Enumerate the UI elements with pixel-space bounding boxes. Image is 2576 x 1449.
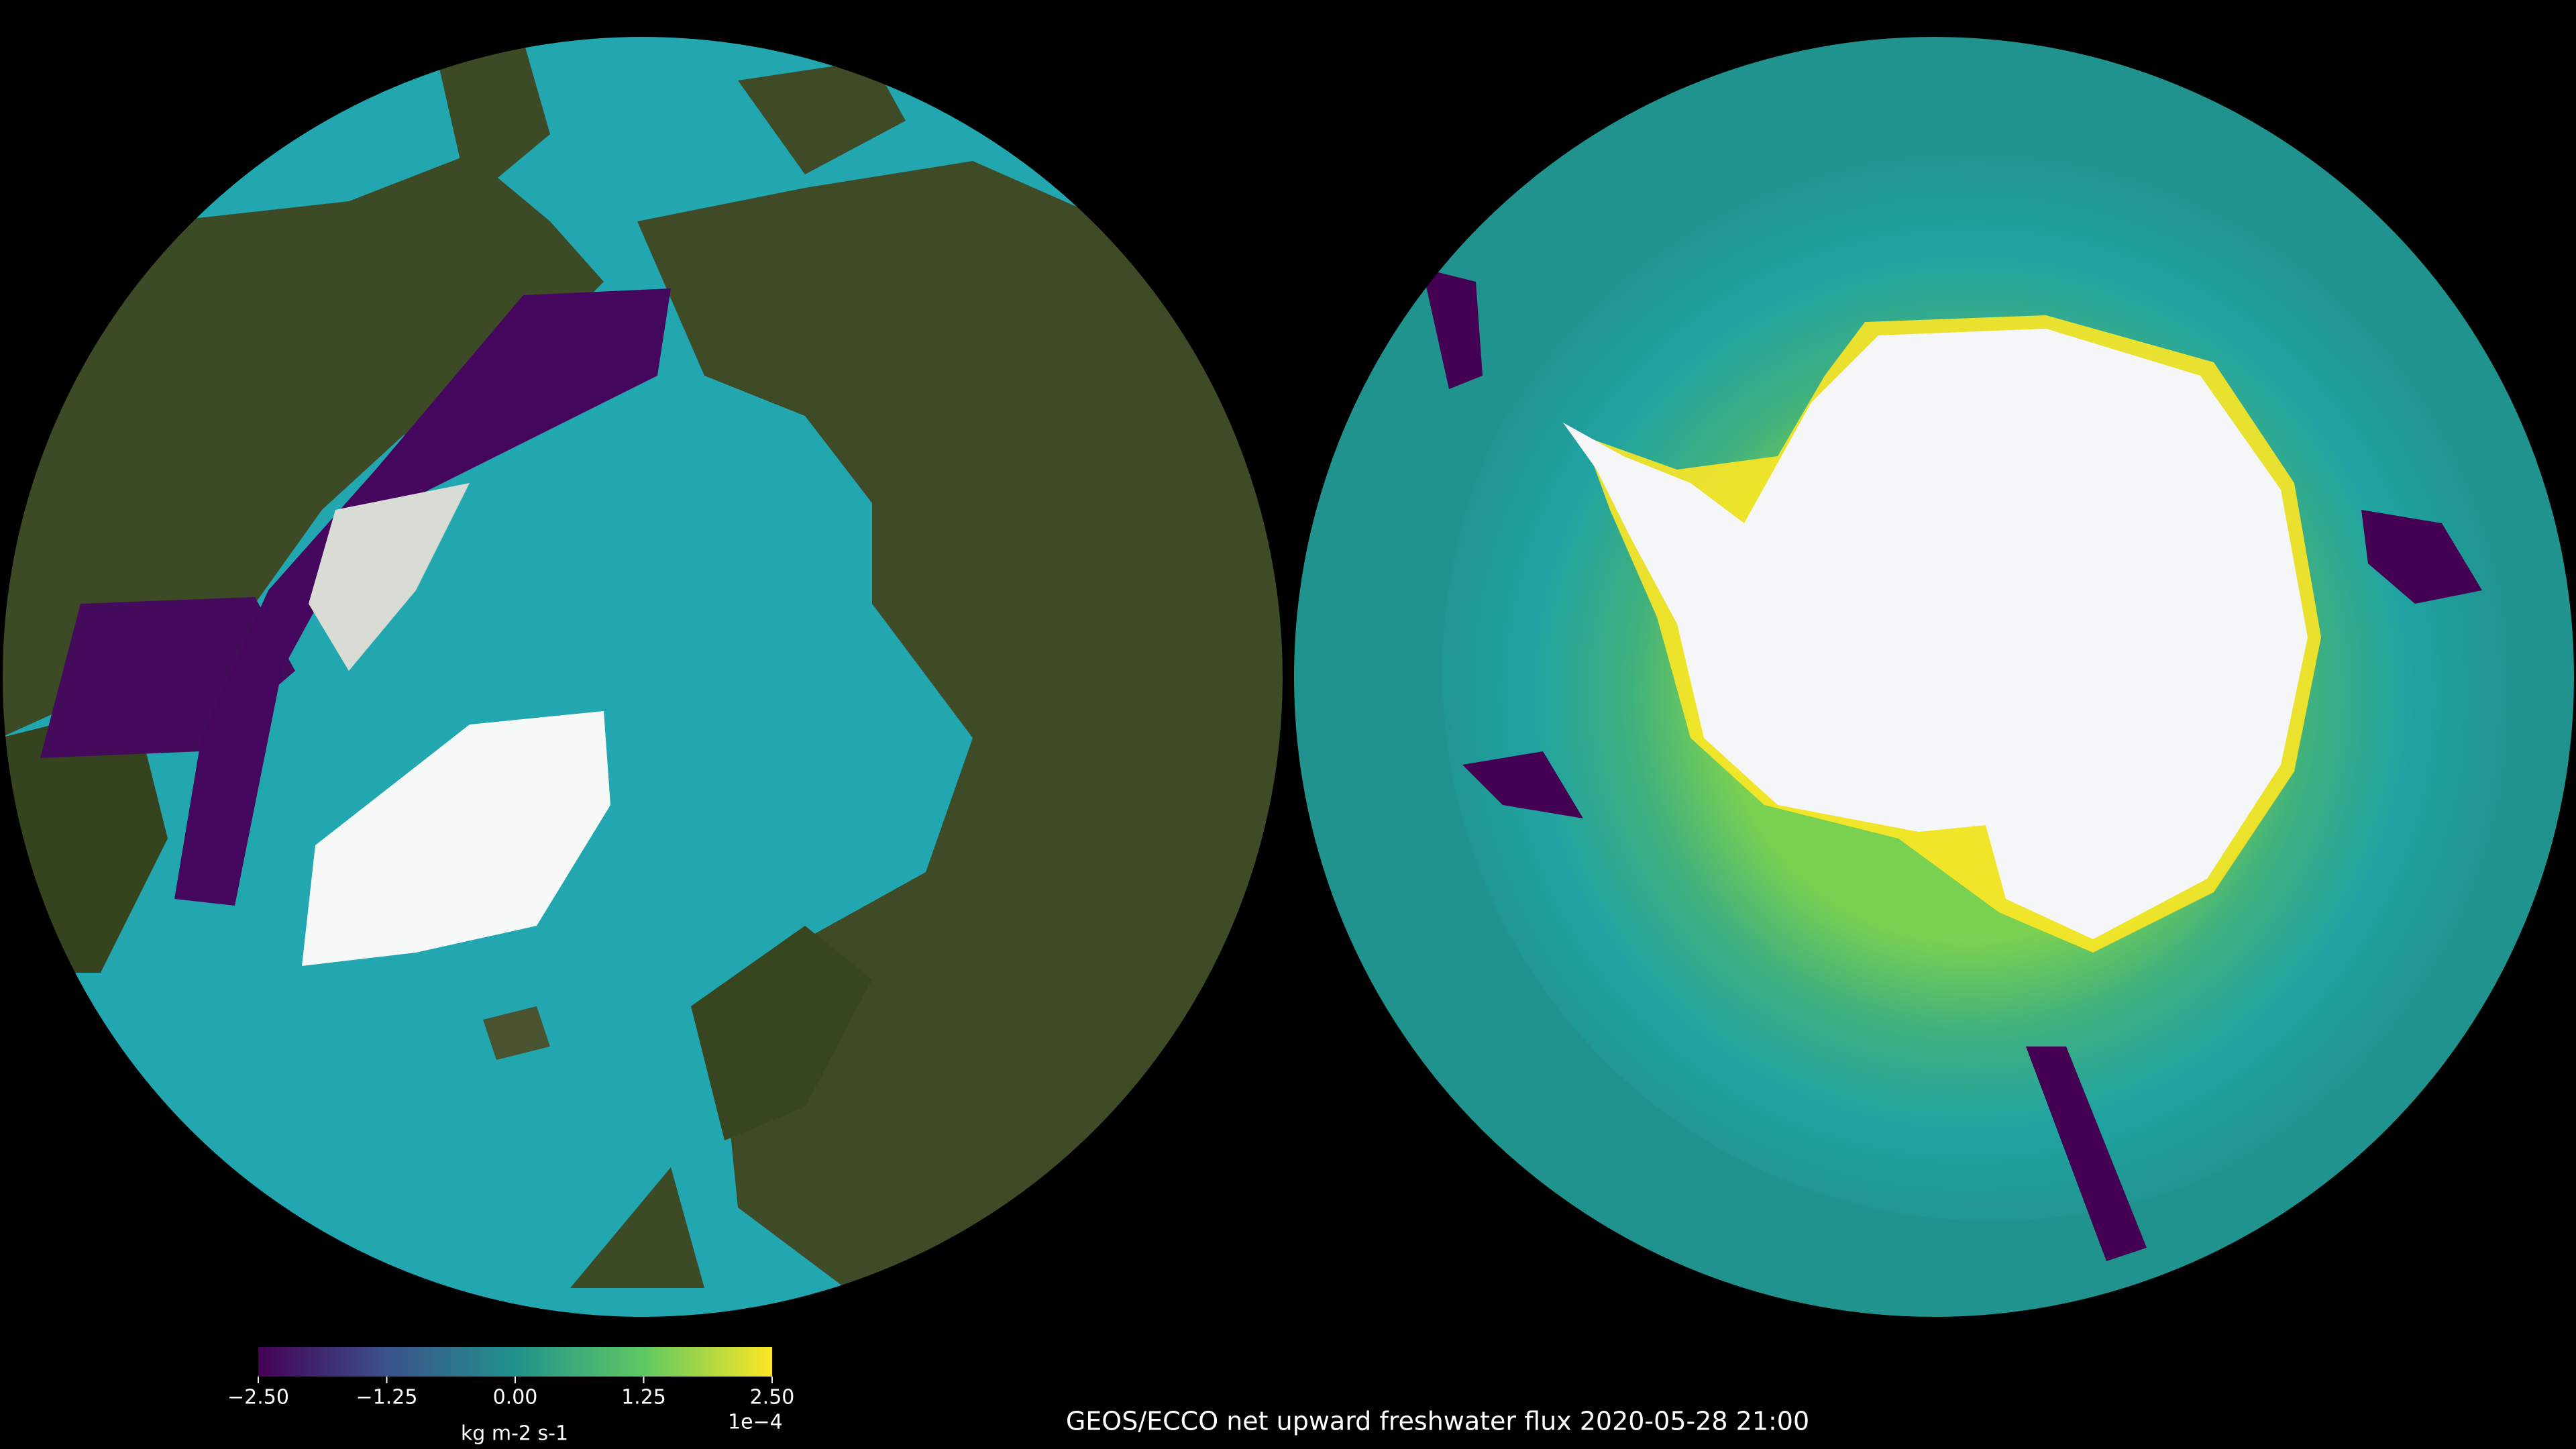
colorbar-gradient (258, 1347, 772, 1377)
south-polar-map (1293, 36, 2575, 1318)
south-map-border (1293, 36, 2575, 1318)
figure-title: GEOS/ECCO net upward freshwater flux 202… (1066, 1407, 1809, 1436)
colorbar-tick-label: 2.50 (750, 1386, 795, 1409)
colorbar-tick-label: −1.25 (356, 1386, 418, 1409)
colorbar-tick-label: −2.50 (227, 1386, 289, 1409)
colorbar-tick-label: 1.25 (621, 1386, 666, 1409)
north-polar-map (2, 36, 1283, 1318)
colorbar: −2.50 −1.25 0.00 1.25 2.50 (227, 1347, 794, 1409)
north-map-border (1, 36, 1284, 1318)
colorbar-label: kg m-2 s-1 (461, 1422, 568, 1446)
colorbar-offset-label: 1e−4 (728, 1411, 783, 1434)
colorbar-tick-label: 0.00 (493, 1386, 538, 1409)
